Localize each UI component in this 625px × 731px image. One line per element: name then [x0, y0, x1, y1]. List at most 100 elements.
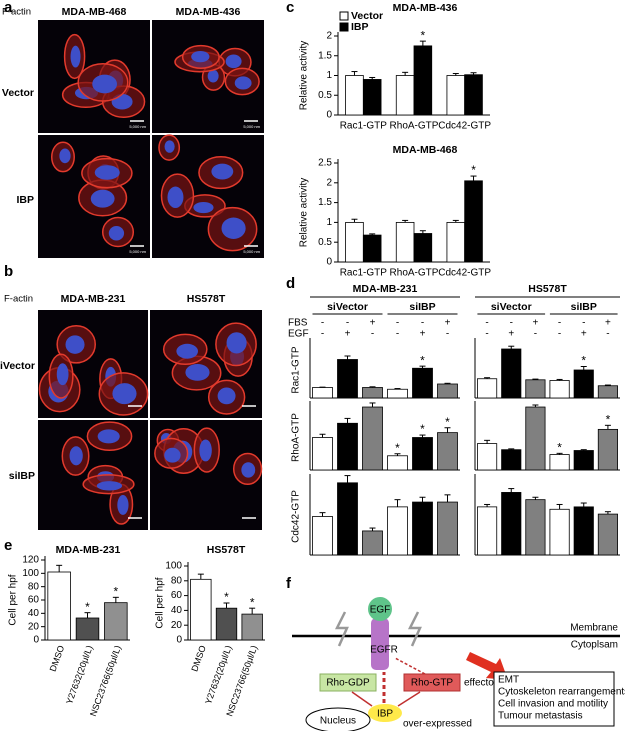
condition-sign: +: [345, 329, 351, 340]
cell-line: MDA-MB-231: [353, 283, 418, 295]
x-tick-label: Cdc42-GTP: [438, 268, 491, 279]
nucleus: [65, 335, 85, 354]
nucleus: [191, 50, 210, 63]
condition-name: FBS: [288, 318, 308, 329]
rho-gtp-label: Rho-GTP: [411, 678, 454, 689]
receptor: [371, 618, 389, 670]
ligand: [368, 597, 392, 621]
bar: [312, 387, 333, 399]
condition-sign: -: [485, 329, 488, 340]
y-tick-label: 0: [326, 110, 332, 121]
condition-sign: -: [558, 329, 561, 340]
nucleus: [193, 202, 214, 214]
bar: [412, 437, 433, 471]
panel-label: a: [4, 0, 13, 16]
bar: [573, 369, 594, 399]
bar: [337, 422, 358, 471]
bar: [549, 380, 570, 399]
bar: [104, 602, 128, 641]
significance: *: [445, 415, 450, 429]
panel-label: e: [4, 537, 12, 554]
y-axis-label: Relative activity: [299, 178, 310, 247]
nucleus: [221, 217, 246, 239]
bar: [477, 443, 498, 471]
legend-swatch: [339, 22, 349, 32]
arrow: [397, 691, 421, 707]
y-tick-label: 2.5: [318, 158, 332, 169]
cell-line: HS578T: [528, 283, 567, 295]
nucleus: [207, 69, 219, 83]
nucleus: [97, 429, 120, 444]
legend-swatch: [339, 11, 349, 21]
panel-label: b: [4, 263, 13, 280]
bar: [501, 348, 522, 399]
bar: [597, 385, 618, 399]
y-tick-label: 0: [33, 635, 39, 646]
effector-label: effector: [464, 678, 498, 689]
bar: [525, 379, 546, 399]
y-axis-label: Relative activity: [299, 41, 310, 110]
condition-sign: +: [445, 318, 451, 329]
nucleus-label: Nucleus: [320, 716, 356, 727]
lightning: [334, 611, 349, 647]
nucleus: [176, 343, 199, 359]
bar: [75, 617, 100, 641]
dashed-arrow: [394, 657, 426, 675]
nucleus: [96, 481, 123, 491]
ibp-node: [368, 704, 402, 722]
x-tick-label: Rac1-GTP: [340, 268, 388, 279]
bar: [387, 506, 408, 556]
condition-name: EGF: [288, 329, 309, 340]
bar: [413, 233, 433, 263]
significance: *: [421, 28, 426, 42]
significance: *: [113, 585, 118, 599]
nucleus: [234, 76, 252, 90]
nucleus: [117, 495, 129, 515]
bar: [446, 75, 466, 116]
condition-sign: -: [421, 318, 424, 329]
panel-label: d: [286, 275, 295, 292]
bar: [501, 492, 522, 556]
condition-sign: -: [396, 318, 399, 329]
y-tick-label: 80: [171, 575, 183, 586]
bar: [345, 75, 364, 116]
condition-sign: -: [321, 318, 324, 329]
nucleus: [167, 186, 184, 209]
bar: [362, 387, 383, 399]
nucleus: [199, 439, 212, 462]
receptor-label: EGFR: [370, 645, 398, 656]
bar: [525, 406, 546, 471]
bar: [215, 607, 238, 641]
condition-sign: -: [396, 329, 399, 340]
y-tick-label: 1.5: [318, 50, 332, 61]
ligand-label: EGF: [370, 605, 391, 616]
x-tick-label: Cdc42-GTP: [438, 121, 491, 132]
bar: [312, 516, 333, 556]
bar: [362, 406, 383, 471]
condition-sign: -: [510, 318, 513, 329]
column-header: HS578T: [187, 293, 226, 305]
pathway-diagram: f Membrane Cytoplsam EGF EGFR Rho-GDP Rh…: [286, 575, 625, 731]
significance: *: [471, 163, 476, 177]
bar: [412, 367, 433, 399]
condition-sign: -: [582, 318, 585, 329]
y-axis-label: Cdc42-GTP: [291, 490, 302, 543]
nucleus: [305, 707, 371, 731]
y-axis-label: Cell per hpf: [155, 577, 166, 628]
bar: [597, 513, 618, 556]
group-label: siVector: [327, 301, 368, 313]
stain-label: F-actin: [4, 294, 33, 305]
significance: *: [85, 600, 90, 614]
chart-title: MDA-MB-436: [393, 2, 458, 14]
bar: [464, 180, 483, 263]
outcome-box: [493, 671, 615, 727]
bar: [437, 501, 458, 556]
condition-sign: -: [534, 329, 537, 340]
x-tick-label: Rac1-GTP: [340, 121, 388, 132]
x-tick-label: RhoA-GTP: [390, 268, 439, 279]
ibp-label: IBP: [377, 709, 393, 720]
ibp-note: over-expressed: [403, 719, 472, 730]
y-tick-label: 1.5: [318, 197, 332, 208]
nucleus: [217, 387, 236, 405]
